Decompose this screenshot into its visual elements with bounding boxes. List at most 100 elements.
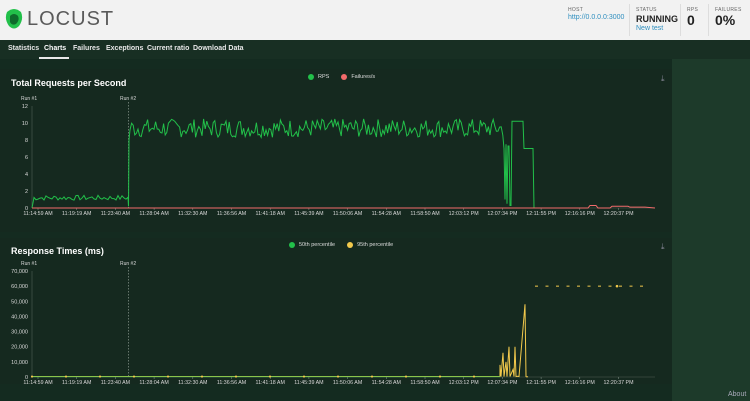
legend-p95[interactable]: 95th percentile	[357, 242, 394, 248]
locust-logo[interactable]: LOCUST	[4, 7, 114, 31]
p95-point	[404, 375, 408, 378]
chart-legend: RPS Failures/s	[308, 74, 375, 80]
rps-label: RPS	[687, 7, 699, 13]
download-icon[interactable]: ⤓	[661, 242, 665, 251]
x-tick-label: 11:28:04 AM	[139, 211, 168, 217]
x-tick-label: 11:50:06 AM	[333, 211, 362, 217]
response-times-panel: Response Times (ms) 50th percentile 95th…	[0, 238, 672, 384]
x-tick-label: 11:50:06 AM	[333, 380, 362, 384]
divider	[708, 4, 709, 36]
legend-dot-rps	[308, 74, 314, 80]
download-icon[interactable]: ⤓	[661, 74, 665, 83]
x-tick-label: 11:36:56 AM	[217, 211, 246, 217]
active-tab-indicator	[39, 57, 69, 59]
y-tick-label: 60,000	[11, 284, 28, 290]
chart-title: Total Requests per Second	[11, 78, 127, 88]
x-tick-label: 12:20:37 PM	[603, 380, 633, 384]
p95-point	[64, 375, 68, 378]
rps-series-line	[31, 117, 535, 209]
p95-point	[30, 375, 34, 378]
legend-dot-p50	[289, 242, 295, 248]
x-tick-label: 11:23:40 AM	[101, 211, 130, 217]
p95-point	[200, 375, 204, 378]
x-tick-label: 11:28:04 AM	[139, 380, 168, 384]
run-marker-label: Run #1	[21, 96, 37, 102]
tab-download-data[interactable]: Download Data	[193, 45, 244, 52]
app-name: LOCUST	[27, 7, 115, 30]
chart-legend: 50th percentile 95th percentile	[289, 242, 393, 248]
run-marker-label: Run #2	[120, 261, 136, 267]
y-tick-label: 10	[22, 121, 28, 127]
status-value: RUNNING	[636, 14, 678, 24]
failures-label: FAILURES	[715, 7, 742, 13]
p95-point	[132, 375, 136, 378]
legend-failures[interactable]: Failures/s	[351, 74, 376, 80]
p95-point	[472, 375, 476, 378]
x-tick-label: 12:07:34 PM	[487, 211, 517, 217]
failures-stat: FAILURES 0%	[715, 7, 742, 27]
y-tick-label: 2	[25, 189, 28, 195]
host-link[interactable]: http://0.0.0.0:3000	[568, 14, 625, 21]
response-time-chart: 0 10,000 20,000 30,000 40,000 50,000 60,000 70,…	[11, 261, 655, 384]
x-tick-label: 11:23:40 AM	[101, 380, 130, 384]
x-tick-label: 12:16:16 PM	[565, 380, 595, 384]
p95-point	[234, 375, 238, 378]
x-tick-label: 11:58:50 AM	[410, 380, 439, 384]
y-tick-label: 0	[25, 206, 28, 212]
rps-value: 0	[687, 12, 695, 28]
legend-p50[interactable]: 50th percentile	[299, 242, 336, 248]
new-test-link[interactable]: New test	[636, 25, 664, 32]
x-tick-label: 11:14:59 AM	[23, 380, 52, 384]
x-tick-label: 11:45:39 AM	[294, 380, 323, 384]
tab-exceptions[interactable]: Exceptions	[106, 45, 144, 52]
y-tick-label: 70,000	[11, 269, 28, 275]
x-tick-label: 12:11:55 PM	[526, 211, 556, 217]
x-tick-label: 12:20:37 PM	[603, 211, 633, 217]
x-tick-label: 11:32:30 AM	[178, 211, 207, 217]
top-header: LOCUST HOST http://0.0.0.0:3000 STATUS R…	[0, 0, 750, 41]
y-tick-label: 6	[25, 155, 28, 161]
y-tick-label: 30,000	[11, 330, 28, 336]
divider	[629, 4, 630, 36]
p95-point	[166, 375, 170, 378]
about-link[interactable]: About	[728, 391, 747, 398]
x-tick-label: 12:03:12 PM	[449, 211, 479, 217]
tab-failures[interactable]: Failures	[73, 45, 100, 52]
failures-series-line	[32, 204, 656, 209]
y-tick-label: 50,000	[11, 299, 28, 305]
x-tick-label: 11:54:28 AM	[372, 380, 401, 384]
p95-point	[370, 375, 374, 378]
locust-logo-icon	[5, 9, 23, 29]
x-tick-label: 11:58:50 AM	[410, 211, 439, 217]
legend-dot-p95	[347, 242, 354, 248]
p95-point	[302, 375, 306, 378]
x-tick-label: 11:36:56 AM	[217, 380, 246, 384]
y-tick-label: 40,000	[11, 314, 28, 320]
host-label: HOST	[568, 7, 584, 13]
x-tick-label: 11:45:39 AM	[294, 211, 323, 217]
x-tick-label: 12:03:12 PM	[449, 380, 479, 384]
divider	[680, 4, 681, 36]
y-tick-label: 0	[25, 375, 28, 381]
x-tick-label: 11:54:28 AM	[372, 211, 401, 217]
p95-point	[336, 375, 340, 378]
status-label: STATUS	[636, 7, 657, 13]
y-tick-label: 10,000	[11, 360, 28, 366]
run-marker-label: Run #2	[120, 96, 136, 102]
rps-chart: 0 2 4 6 8 10 12 11:14:59 AM 11:19:19 AM 11:23:40 …	[21, 96, 656, 217]
x-tick-label: 12:07:34 PM	[487, 380, 517, 384]
y-tick-label: 8	[25, 138, 28, 144]
y-tick-label: 12	[22, 104, 28, 110]
y-tick-label: 20,000	[11, 345, 28, 351]
failures-value: 0%	[715, 12, 736, 28]
tab-statistics[interactable]: Statistics	[8, 45, 40, 52]
y-tick-label: 4	[25, 172, 28, 178]
x-tick-label: 11:41:18 AM	[256, 380, 285, 384]
x-tick-label: 11:19:19 AM	[62, 211, 91, 217]
legend-rps[interactable]: RPS	[318, 74, 330, 80]
chart-title: Response Times (ms)	[11, 246, 104, 256]
tab-current-ratio[interactable]: Current ratio	[147, 45, 190, 52]
p95-point	[268, 375, 272, 378]
legend-dot-failures	[341, 74, 348, 80]
tab-charts[interactable]: Charts	[44, 45, 67, 52]
